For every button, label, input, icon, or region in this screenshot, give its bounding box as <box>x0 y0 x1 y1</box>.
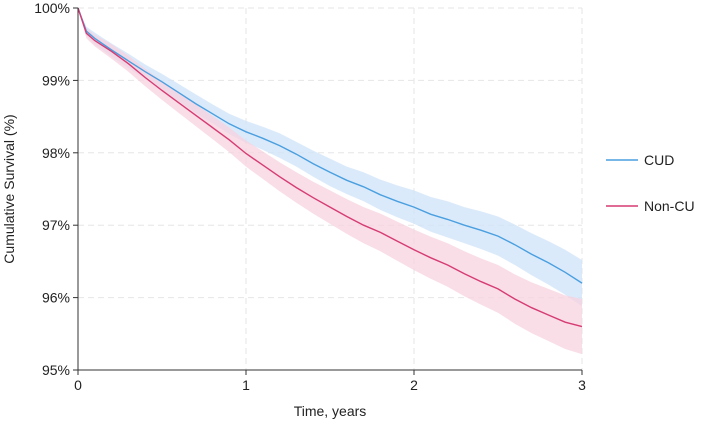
y-axis-title: Cumulative Survival (%) <box>1 114 17 263</box>
y-tick-label: 95% <box>42 362 70 378</box>
legend: CUD Non-CU <box>606 152 695 214</box>
confidence-band-non-cu <box>78 8 582 355</box>
confidence-band-cud <box>78 8 582 307</box>
series-line-non-cu <box>77 7 583 328</box>
series-line-cud <box>77 7 583 284</box>
x-tick-label: 0 <box>74 377 82 393</box>
x-tick-label: 1 <box>242 377 250 393</box>
x-tick-label: 3 <box>578 377 586 393</box>
y-tick-label: 100% <box>34 0 70 16</box>
y-tick-label: 98% <box>42 145 70 161</box>
y-tick-label: 99% <box>42 72 70 88</box>
legend-label-non-cu: Non-CU <box>644 198 695 214</box>
y-tick-label: 97% <box>42 217 70 233</box>
x-tick-label: 2 <box>410 377 418 393</box>
confidence-bands <box>78 8 582 355</box>
legend-label-cud: CUD <box>644 152 674 168</box>
series-lines <box>77 7 583 328</box>
x-axis-title: Time, years <box>294 403 367 419</box>
y-tick-label: 96% <box>42 290 70 306</box>
axes: 95% 96% 97% 98% 99% 100% 0 1 2 3 <box>34 0 586 393</box>
